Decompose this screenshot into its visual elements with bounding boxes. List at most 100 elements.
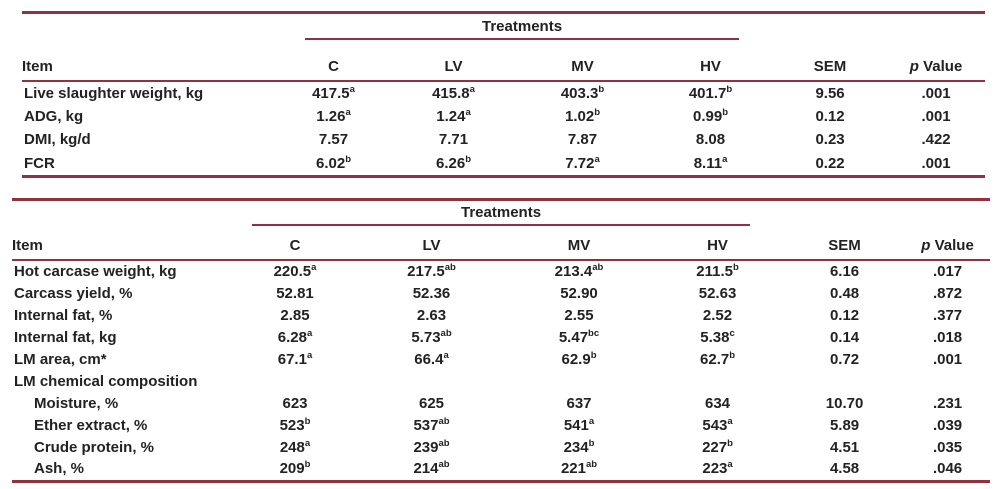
spacer-cell (22, 13, 277, 41)
significance-superscript: b (722, 107, 729, 119)
cell-value: 8.11a (693, 153, 728, 172)
cell-value: 6.16 (829, 263, 860, 281)
cell-value: 67.1a (277, 350, 313, 368)
p-value-rest: Value (918, 58, 963, 75)
significance-superscript: ab (440, 328, 452, 340)
cell-value: 2.63 (416, 307, 447, 325)
cell-value: 0.14 (829, 329, 860, 347)
row-label: Moisture, % (34, 394, 119, 412)
item-column-header: Item (22, 40, 277, 82)
growth-performance-table-body: Live slaughter weight, kg 417.5a 415.8a 403… (22, 81, 985, 176)
treatments-spanner-cell: Treatments (277, 13, 773, 40)
significance-superscript: a (594, 153, 600, 165)
cell-value: 62.9b (561, 350, 597, 368)
column-header-c: C (277, 40, 390, 82)
cell-value: 541a (563, 415, 595, 434)
row-label: LM area, cm* (14, 351, 107, 368)
row-label: Internal fat, kg (14, 329, 117, 347)
table-row: Ash, % 209b 214ab 221ab 223a 4.58 .046 (12, 458, 990, 481)
treatments-spanner-row: Treatments (22, 13, 985, 41)
cell-value: .001 (921, 108, 951, 126)
spacer-cell (905, 200, 990, 227)
cell-value: 543a (702, 415, 733, 434)
cell-value: 62.7b (700, 350, 736, 368)
cell-value: .001 (932, 351, 963, 368)
cell-value: .039 (932, 416, 963, 434)
cell-value: 248a (279, 437, 311, 456)
significance-superscript: ab (438, 459, 450, 471)
cell-value: 7.87 (567, 131, 598, 149)
column-header-row: Item C LV MV HV SEM p Value (12, 226, 991, 261)
cell-value: 637 (566, 394, 592, 412)
row-label: LM chemical composition (14, 372, 198, 390)
cell-value: 415.8a (432, 84, 475, 103)
significance-superscript: a (443, 350, 449, 361)
cell-value: 52.90 (560, 285, 598, 303)
treatments-spanner-label: Treatments (305, 18, 740, 40)
row-label: Ether extract, % (34, 416, 148, 434)
column-header-pvalue: p Value (887, 40, 986, 82)
column-header-lv: LV (390, 40, 517, 82)
cell-value: 634 (705, 394, 731, 412)
cell-value: 234b (563, 437, 595, 456)
cell-value: 623 (282, 394, 308, 412)
carcass-traits-table-container: Treatments Item C LV MV HV SEM p Value H… (12, 198, 991, 483)
significance-superscript: b (727, 437, 733, 449)
cell-value: 239ab (413, 437, 450, 456)
cell-value: .001 (921, 154, 951, 172)
cell-value: 223a (702, 459, 733, 478)
cell-value: 417.5a (312, 84, 355, 103)
row-label: ADG, kg (24, 108, 84, 126)
carcass-traits-table-body: Hot carcase weight, kg 220.5a 217.5ab 213.4… (12, 260, 990, 481)
row-label: Hot carcase weight, kg (14, 263, 177, 281)
cell-value: 209b (279, 459, 311, 478)
cell-value: .046 (932, 460, 963, 478)
table-row: FCR 6.02b 6.26b 7.72a 8.11a 0.22 .001 (22, 152, 985, 177)
column-header-sem: SEM (784, 226, 906, 261)
column-header-lv: LV (356, 226, 507, 261)
cell-value: 6.02b (315, 153, 351, 172)
cell-value: 523b (279, 415, 311, 434)
significance-superscript: a (727, 415, 733, 427)
growth-performance-table: Treatments Item C LV MV HV SEM p Value L… (22, 11, 986, 178)
cell-value: 221ab (560, 459, 598, 478)
significance-superscript: a (345, 107, 351, 119)
table-row: Crude protein, % 248a 239ab 234b 227b 4.51 .03… (12, 436, 990, 458)
cell-value: 213.4ab (554, 262, 604, 281)
table-row: Internal fat, % 2.85 2.63 2.55 2.52 0.12 .377 (12, 305, 990, 327)
cell-value: 0.22 (815, 154, 845, 172)
item-column-header: Item (12, 226, 234, 261)
significance-superscript: c (729, 328, 735, 340)
cell-value: .231 (932, 394, 963, 412)
cell-value: 2.55 (564, 307, 594, 325)
significance-superscript: b (588, 437, 595, 449)
cell-value: 0.48 (829, 285, 860, 303)
row-label: DMI, kg/d (24, 131, 91, 149)
cell-value: 217.5ab (407, 262, 456, 281)
row-label: Live slaughter weight, kg (24, 85, 204, 103)
significance-superscript: a (304, 437, 311, 449)
cell-value: 66.4a (414, 350, 449, 368)
cell-value: 7.72a (565, 153, 600, 172)
cell-value: 7.71 (438, 131, 469, 149)
table-row: Live slaughter weight, kg 417.5a 415.8a 403… (22, 81, 985, 105)
column-header-row: Item C LV MV HV SEM p Value (22, 40, 986, 82)
significance-superscript: bc (588, 328, 600, 340)
cell-value: 5.38c (700, 328, 735, 347)
cell-value: 0.23 (815, 131, 845, 149)
column-header-hv: HV (648, 40, 774, 82)
cell-value: 52.63 (698, 285, 737, 303)
cell-value: 2.52 (702, 307, 733, 325)
row-label: Carcass yield, % (14, 285, 133, 303)
table-row: LM area, cm* 67.1a 66.4a 62.9b 62.7b 0.72 .001 (12, 349, 990, 371)
column-header-hv: HV (651, 226, 785, 261)
significance-superscript: ab (438, 437, 450, 449)
cell-value: 6.28a (277, 328, 313, 347)
significance-superscript: a (722, 153, 728, 165)
significance-superscript: b (304, 415, 311, 427)
table-row: Hot carcase weight, kg 220.5a 217.5ab 213.4… (12, 260, 990, 283)
treatments-spanner-cell: Treatments (234, 200, 784, 226)
significance-superscript: b (345, 153, 351, 165)
p-value-italic: p (909, 58, 919, 75)
treatments-spanner-row: Treatments (12, 200, 990, 227)
